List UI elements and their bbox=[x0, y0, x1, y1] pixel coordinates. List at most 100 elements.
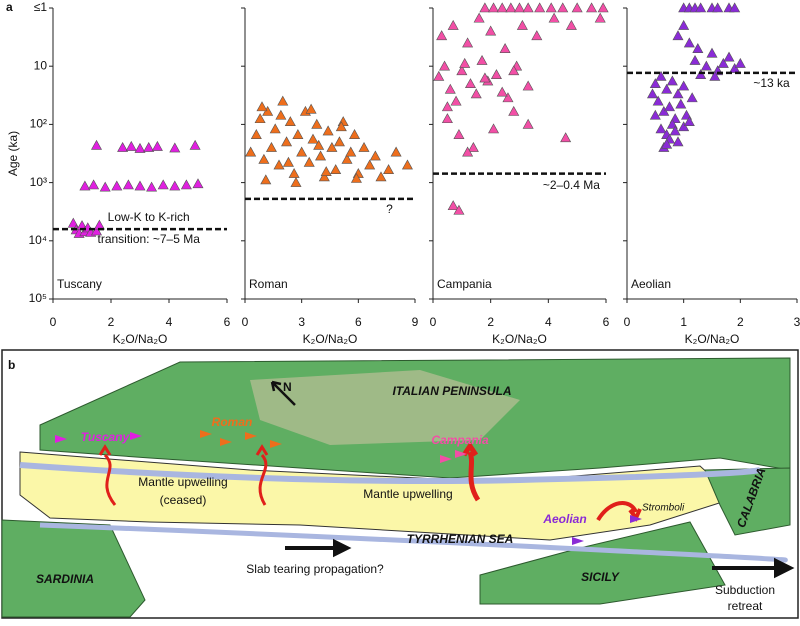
point bbox=[723, 51, 735, 62]
x-tick-label: 2 bbox=[737, 315, 744, 329]
point bbox=[485, 25, 497, 36]
symbol bbox=[220, 438, 232, 446]
point bbox=[447, 200, 459, 211]
process-label: Mantle upwelling bbox=[138, 475, 227, 489]
point bbox=[245, 146, 257, 157]
x-tick-label: 0 bbox=[242, 315, 249, 329]
point bbox=[369, 150, 381, 161]
point bbox=[712, 2, 724, 13]
site-label: Aeolian bbox=[542, 512, 586, 526]
point bbox=[678, 19, 690, 30]
point bbox=[560, 132, 572, 143]
x-tick-label: 6 bbox=[603, 315, 610, 329]
point bbox=[496, 86, 508, 97]
x-tick-label: 3 bbox=[298, 315, 305, 329]
point bbox=[117, 141, 129, 152]
point bbox=[345, 146, 357, 157]
point bbox=[548, 12, 560, 23]
point bbox=[358, 141, 370, 152]
point bbox=[505, 2, 517, 13]
x-tick-label: 3 bbox=[794, 315, 800, 329]
point bbox=[513, 2, 526, 13]
upwelling-arrow bbox=[98, 444, 117, 506]
annotation: ~13 ka bbox=[753, 76, 790, 90]
point bbox=[90, 225, 103, 236]
process-label: Slab tearing propagation? bbox=[246, 562, 384, 576]
point bbox=[122, 179, 134, 190]
point bbox=[709, 70, 721, 81]
point bbox=[315, 150, 327, 161]
point bbox=[686, 92, 698, 103]
point bbox=[467, 141, 479, 152]
point bbox=[488, 2, 500, 13]
map-symbols bbox=[55, 430, 642, 545]
point bbox=[565, 19, 577, 30]
y-tick-label: 10³ bbox=[30, 175, 47, 189]
symbol bbox=[630, 515, 642, 523]
point bbox=[134, 142, 146, 153]
point bbox=[260, 174, 272, 185]
point bbox=[143, 141, 155, 152]
point bbox=[250, 129, 262, 139]
point bbox=[375, 171, 387, 182]
point bbox=[292, 129, 304, 139]
point bbox=[450, 95, 462, 106]
point bbox=[296, 146, 308, 157]
point bbox=[254, 113, 266, 124]
annotation: Low-K to K-rich bbox=[108, 210, 190, 224]
point bbox=[453, 204, 465, 215]
point bbox=[134, 180, 146, 191]
point bbox=[678, 121, 690, 132]
site-label: Roman bbox=[212, 415, 253, 429]
point bbox=[453, 129, 465, 139]
point bbox=[683, 37, 695, 48]
point bbox=[265, 141, 277, 152]
point bbox=[330, 164, 342, 174]
y-tick-label: 10² bbox=[30, 117, 47, 131]
panel-label: b bbox=[8, 358, 15, 372]
point bbox=[335, 121, 347, 132]
x-tick-label: 0 bbox=[624, 315, 631, 329]
annotation: ? bbox=[386, 202, 393, 216]
point bbox=[496, 2, 508, 13]
point bbox=[462, 146, 474, 157]
point bbox=[695, 2, 707, 13]
point bbox=[275, 109, 287, 120]
point bbox=[700, 60, 712, 71]
point bbox=[256, 101, 268, 112]
point bbox=[678, 80, 690, 91]
point bbox=[433, 70, 445, 81]
symbol bbox=[270, 440, 282, 448]
point bbox=[729, 2, 741, 13]
slab-lower bbox=[39, 522, 788, 563]
north-label: N bbox=[283, 380, 292, 394]
point bbox=[473, 12, 485, 23]
x-tick-label: 6 bbox=[224, 315, 231, 329]
point bbox=[311, 118, 323, 129]
point bbox=[464, 78, 476, 89]
point bbox=[281, 136, 293, 147]
x-tick-label: 2 bbox=[108, 315, 115, 329]
point bbox=[655, 123, 667, 134]
point bbox=[444, 83, 456, 94]
point bbox=[157, 179, 169, 190]
point bbox=[476, 54, 488, 65]
x-tick-label: 0 bbox=[50, 315, 57, 329]
point bbox=[447, 19, 459, 30]
annotation: transition: ~7–5 Ma bbox=[97, 232, 200, 246]
point bbox=[305, 103, 317, 114]
point bbox=[88, 179, 100, 190]
x-axis-label: K₂O/Na₂O bbox=[685, 332, 740, 346]
point bbox=[180, 179, 192, 190]
y-tick-label: ≤1 bbox=[34, 0, 48, 14]
point bbox=[661, 138, 673, 149]
point bbox=[441, 113, 453, 124]
point bbox=[663, 101, 676, 112]
point bbox=[436, 30, 448, 41]
point bbox=[322, 125, 334, 136]
panel-label: a bbox=[6, 0, 13, 14]
point bbox=[522, 80, 534, 91]
point bbox=[649, 109, 661, 120]
symbol bbox=[200, 430, 212, 438]
